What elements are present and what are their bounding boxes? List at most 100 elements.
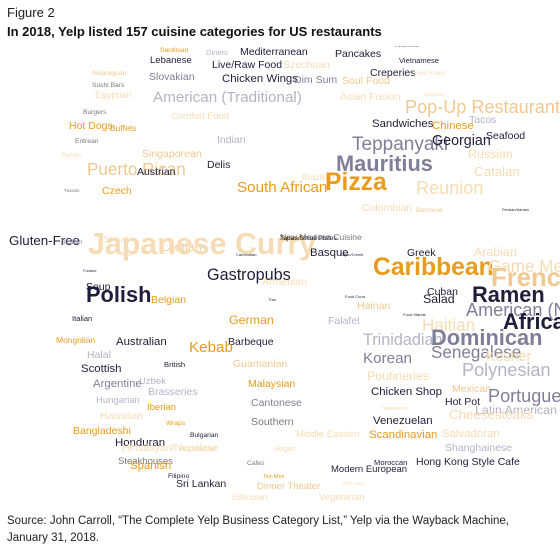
word-himalayan-nepalese: Himalayan/Nepalese: [122, 442, 219, 454]
word-salad: Salad: [423, 292, 455, 306]
word-ramen: Ramen: [472, 282, 545, 307]
word-singaporean: Singaporean: [142, 148, 202, 160]
word-korean: Korean: [363, 350, 412, 367]
word-french: French: [491, 264, 560, 292]
word-cajun-creole: Cajun/Creole: [340, 252, 364, 257]
word-game-meat: Game Meat: [488, 257, 560, 276]
word-seafood: Seafood: [486, 130, 525, 142]
word-armenian: Armenian: [262, 276, 307, 288]
word-creperies: Creperies: [370, 67, 416, 79]
word-pizza: Pizza: [325, 169, 387, 196]
word-teppanyaki: Teppanyaki: [352, 134, 448, 155]
word-dominican: Dominican: [431, 325, 542, 350]
word-shanghainese: Shanghainese: [445, 442, 512, 454]
word-mexican: Mexican: [452, 383, 491, 395]
word-sri-lankan: Sri Lankan: [176, 478, 226, 490]
word-portuguese: Portuguese: [488, 386, 560, 406]
word-arabian: Arabian: [474, 245, 517, 259]
source-note: Source: John Carroll, “The Complete Yelp…: [7, 515, 509, 544]
word-belgian: Belgian: [151, 294, 186, 306]
word-dinner-theater: Dinner Theater: [257, 481, 320, 492]
word-scottish: Scottish: [81, 363, 122, 375]
word-uzbek: Uzbek: [139, 376, 166, 387]
word-venezuelan: Venezuelan: [373, 415, 433, 427]
word-czech: Czech: [102, 185, 132, 197]
word-new-mexican-cuisine: New Mexican Cuisine: [280, 232, 362, 242]
word-kosher: Kosher: [486, 349, 532, 365]
word-cantonese: Cantonese: [251, 397, 302, 409]
word-dim-sum: Dim Sum: [294, 74, 337, 86]
word-irish: Irish: [121, 251, 134, 258]
word-honduran: Honduran: [115, 437, 165, 449]
word-vietnamese: Vietnamese: [399, 56, 439, 65]
word-south-african: South African: [237, 179, 327, 196]
word-food-stands: Food Stands: [403, 312, 426, 317]
word-basque: Basque: [310, 247, 349, 259]
word-trinidadian: Trinidadian: [363, 331, 442, 349]
word-italian: Italian: [72, 314, 92, 323]
word-hot-pot: Hot Pot: [445, 396, 480, 408]
word-brazilian: Brazilian: [302, 172, 335, 182]
word-eritrean: Eritrean: [75, 138, 99, 145]
word-halal: Halal: [87, 349, 111, 361]
word-sicilian: Sicilian: [61, 239, 82, 246]
word-cafes: Cafes: [247, 460, 265, 467]
word-indonesian: Indonesian: [179, 444, 216, 453]
word-cambodian: Cambodian: [236, 252, 256, 257]
word-mauritius: Mauritius: [336, 151, 433, 176]
word-haitian: Haitian: [422, 316, 475, 335]
word-vegetarian: Vegetarian: [319, 492, 364, 503]
word-cloud: PakistaniNoodlesCalabrianTapas BarsFish …: [9, 46, 560, 503]
word-soup: Soup: [86, 281, 111, 293]
word-falafel: Falafel: [328, 315, 360, 327]
word-gastropubs: Gastropubs: [207, 266, 291, 284]
word-filipino: Filipino: [168, 473, 189, 480]
word-hawaiian: Hawaiian: [100, 410, 143, 422]
word-delis: Delis: [207, 159, 230, 171]
word-catalonia: Catalonia: [424, 92, 445, 98]
word-kebab: Kebab: [189, 339, 233, 356]
word-puerto-rican: Puerto Rican: [87, 160, 186, 179]
word-tuscan: Tuscan: [64, 188, 80, 194]
word-breakfast-brunch: Breakfast & Brunch: [192, 46, 283, 48]
word-german: German: [229, 313, 274, 327]
figure-label: Figure 2: [7, 5, 55, 20]
word-vegan: Vegan: [274, 444, 296, 453]
word-burgers: Burgers: [83, 109, 107, 116]
word-cuban: Cuban: [427, 286, 458, 298]
word-bangladeshi: Bangladeshi: [73, 425, 131, 437]
word-guamanian: Guamanian: [233, 358, 287, 370]
word-egyptian: Egyptian: [95, 90, 132, 101]
word-caribbean: Caribbean: [373, 254, 494, 281]
word-indian: Indian: [217, 134, 246, 146]
word-american-traditional: American (Traditional): [153, 89, 302, 106]
word-african: African: [503, 309, 560, 334]
word-syrian: Syrian: [62, 152, 81, 159]
word-sardinian: Sardinian: [160, 47, 189, 54]
word-burmese: Burmese: [416, 207, 443, 214]
word-southern: Southern: [251, 416, 294, 428]
word-catalan: Catalan: [474, 164, 520, 179]
word-laotian: Laotian: [161, 240, 202, 254]
word-szechuan: Szechuan: [283, 59, 330, 71]
word-hainan: Hainan: [357, 300, 390, 312]
word-sandwiches: Sandwiches: [372, 118, 434, 130]
word-lebanese: Lebanese: [150, 55, 192, 66]
word-reunion: Reunion: [416, 178, 483, 198]
word-greek: Greek: [407, 247, 436, 259]
word-gluten-free: Gluten-Free: [9, 233, 80, 248]
word-steakhouses: Steakhouses: [118, 456, 173, 467]
word-somali: Somali: [103, 234, 129, 244]
word-cheesesteaks: Cheesesteaks: [449, 407, 534, 422]
word-thai: Thai: [268, 297, 276, 302]
word-hot-dogs: Hot Dogs: [69, 120, 113, 132]
word-food-court: Food Court: [345, 294, 366, 299]
word-chicken-wings: Chicken Wings: [222, 73, 298, 85]
word-pop-up-restaurants: Pop-Up Restaurants: [405, 97, 560, 117]
word-chinese: Chinese: [432, 120, 474, 132]
word-bulgarian: Bulgarian: [190, 432, 219, 439]
word-waffles: Waffles: [394, 46, 419, 49]
word-polynesian: Polynesian: [462, 360, 551, 380]
word-austrian: Austrian: [137, 166, 176, 178]
chart-title: In 2018, Yelp listed 157 cuisine categor…: [7, 24, 382, 39]
